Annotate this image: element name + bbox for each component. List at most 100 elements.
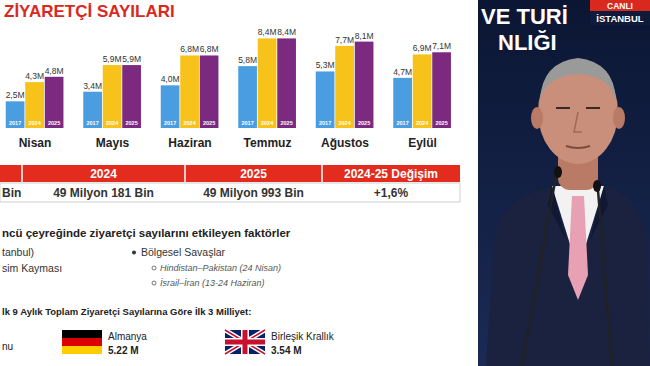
bar [432, 52, 451, 128]
data-label: 5,8M [238, 55, 257, 65]
sub-bullet [152, 266, 156, 270]
bar [6, 101, 25, 128]
bar [25, 82, 44, 128]
country-value: 5.22 M [108, 345, 139, 356]
bar [200, 55, 219, 128]
bar [277, 38, 296, 128]
nose [574, 112, 582, 132]
table-header: 2024-25 Değişim [344, 167, 438, 181]
eyes [556, 107, 600, 109]
category-label: Eylül [408, 136, 437, 150]
page: ZİYARETÇİ SAYILARI 2017 2,5M 2017 3,4M 2017 4,… [0, 0, 650, 366]
flag-stripe [62, 346, 102, 354]
bar [161, 85, 180, 128]
data-label: 7,1M [432, 41, 451, 51]
location-badge [590, 11, 650, 25]
bar-labels: 20172,5M20173,4M20174,0M20175,8M20175,3M… [6, 27, 451, 126]
table-divider [21, 165, 23, 182]
series-label: 2024 [183, 120, 196, 126]
nationalities-title: lk 9 Aylık Toplam Ziyaretçi Sayılarına G… [2, 306, 251, 317]
data-label: 5,3M [316, 60, 335, 70]
series-label: 2025 [125, 120, 137, 126]
factor-item: tanbul) [2, 246, 34, 258]
country-name: Almanya [108, 331, 147, 342]
flag-stripe [62, 338, 102, 346]
table-row-bg [0, 183, 460, 202]
flag [225, 330, 265, 354]
table-header: 2025 [240, 167, 267, 181]
ear [531, 107, 543, 129]
table-cell: 49 Milyon 993 Bin [203, 186, 304, 200]
table-divider [184, 165, 186, 182]
series-label: 2024 [106, 120, 119, 126]
category-label: Ağustos [321, 136, 369, 150]
bar [122, 65, 141, 128]
series-label: 2017 [241, 120, 253, 126]
series-label: 2025 [48, 120, 60, 126]
mic [593, 180, 601, 192]
bar [413, 54, 432, 128]
ear [613, 107, 625, 129]
series-label: 2025 [358, 120, 370, 126]
series-label: 2024 [416, 120, 429, 126]
flag-saltire [225, 330, 265, 354]
bar [335, 46, 354, 128]
table-cell: Bin [2, 186, 21, 200]
data-label: 4,3M [25, 71, 44, 81]
flag-saltire [225, 330, 265, 354]
factor-sub-item: Hindistan–Pakistan (24 Nisan) [160, 263, 281, 273]
data-label: 3,4M [83, 81, 102, 91]
category-label: Temmuz [244, 136, 292, 150]
data-label: 6,9M [413, 43, 432, 53]
table-header-bg [0, 165, 460, 182]
series-label: 2025 [435, 120, 447, 126]
data-label: 5,9M [122, 54, 141, 64]
data-label: 6,8M [200, 44, 219, 54]
series-label: 2025 [280, 120, 292, 126]
sub-bullet [152, 281, 156, 285]
mouth [566, 146, 590, 148]
series-label: 2024 [338, 120, 351, 126]
data-label: 8,4M [277, 27, 296, 37]
factors-title: ncü çeyreğinde ziyaretçi sayılarını etki… [2, 227, 291, 239]
series-label: 2017 [396, 120, 408, 126]
series-label: 2025 [203, 120, 215, 126]
data-label: 8,1M [355, 31, 374, 41]
bar [238, 66, 257, 128]
mic [554, 166, 562, 178]
bar [393, 78, 412, 128]
data-label: 6,8M [180, 44, 199, 54]
country-value: 3.54 M [271, 345, 302, 356]
series-label: 2017 [86, 120, 98, 126]
data-label: 2,5M [6, 90, 25, 100]
bars [6, 38, 451, 128]
series-label: 2017 [319, 120, 331, 126]
category-label: Nisan [19, 136, 52, 150]
table-header: 2024 [90, 167, 117, 181]
data-label: 5,9M [103, 54, 122, 64]
series-label: 2024 [28, 120, 41, 126]
factor-heading: Bölgesel Savaşlar [141, 246, 226, 258]
speaker [486, 58, 650, 366]
location-text: İSTANBUL [596, 13, 644, 24]
data-label: 4,7M [393, 67, 412, 77]
live-text: CANLI [607, 1, 633, 11]
mic-stand [598, 190, 612, 366]
category-label: Mayıs [96, 136, 130, 150]
nationality-stub: nu [2, 341, 13, 352]
bar [180, 55, 199, 128]
bullet [132, 251, 136, 255]
table-cell: 49 Milyon 181 Bin [53, 186, 154, 200]
bar [258, 38, 277, 128]
slide-title: ZİYARETÇİ SAYILARI [4, 2, 175, 21]
tie [568, 196, 588, 300]
bar [45, 77, 64, 128]
series-label: 2017 [9, 120, 21, 126]
flag-cross [225, 340, 265, 345]
category-label: Haziran [168, 136, 211, 150]
factor-sub-item: İsrail–İran (13-24 Haziran) [160, 278, 265, 288]
factor-item: sim Kayması [2, 262, 62, 274]
bar [355, 42, 374, 128]
data-label: 8,4M [258, 27, 277, 37]
bar [103, 65, 122, 128]
